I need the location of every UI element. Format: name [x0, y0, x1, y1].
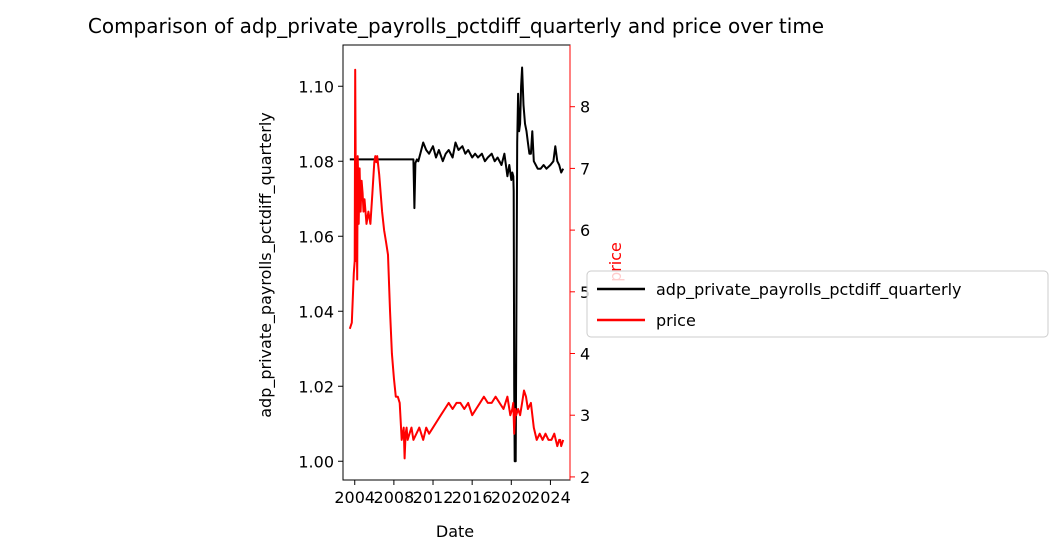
- y-left-tick-label: 1.10: [298, 77, 334, 96]
- x-tick-label: 2004: [334, 488, 375, 507]
- plot-frame: [342, 44, 571, 481]
- y-right-tick-label: 8: [580, 98, 590, 117]
- y-left-tick-label: 1.00: [298, 452, 334, 471]
- legend-label-series-1: adp_private_payrolls_pctdiff_quarterly: [656, 280, 962, 300]
- y-right-tick-label: 7: [580, 159, 590, 178]
- y-right-tick-label: 2: [580, 468, 590, 487]
- legend: adp_private_payrolls_pctdiff_quarterly p…: [586, 270, 1049, 338]
- y-right-tick-label: 4: [580, 345, 590, 364]
- x-tick-label: 2020: [491, 488, 532, 507]
- y-left-tick-label: 1.08: [298, 152, 334, 171]
- y-right-tick-label: 6: [580, 221, 590, 240]
- y-left-tick-label: 1.04: [298, 302, 334, 321]
- plot-area: [348, 66, 565, 463]
- x-tick-label: 2012: [413, 488, 454, 507]
- series-line-1: [349, 66, 565, 463]
- x-tick-label: 2024: [530, 488, 571, 507]
- legend-label-series-2: price: [656, 311, 696, 330]
- y-right-tick-label: 5: [580, 283, 590, 302]
- chart-title: Comparison of adp_private_payrolls_pctdi…: [88, 14, 824, 38]
- y-left-tick-label: 1.02: [298, 377, 334, 396]
- y-left-tick-label: 1.06: [298, 227, 334, 246]
- x-tick-label: 2016: [452, 488, 493, 507]
- y-right-tick-label: 3: [580, 406, 590, 425]
- x-tick-label: 2008: [374, 488, 415, 507]
- y-axis-left-label: adp_private_payrolls_pctdiff_quarterly: [256, 112, 276, 418]
- x-axis-label: Date: [436, 522, 474, 541]
- series-line-2: [348, 68, 565, 460]
- legend-frame: [586, 270, 1049, 338]
